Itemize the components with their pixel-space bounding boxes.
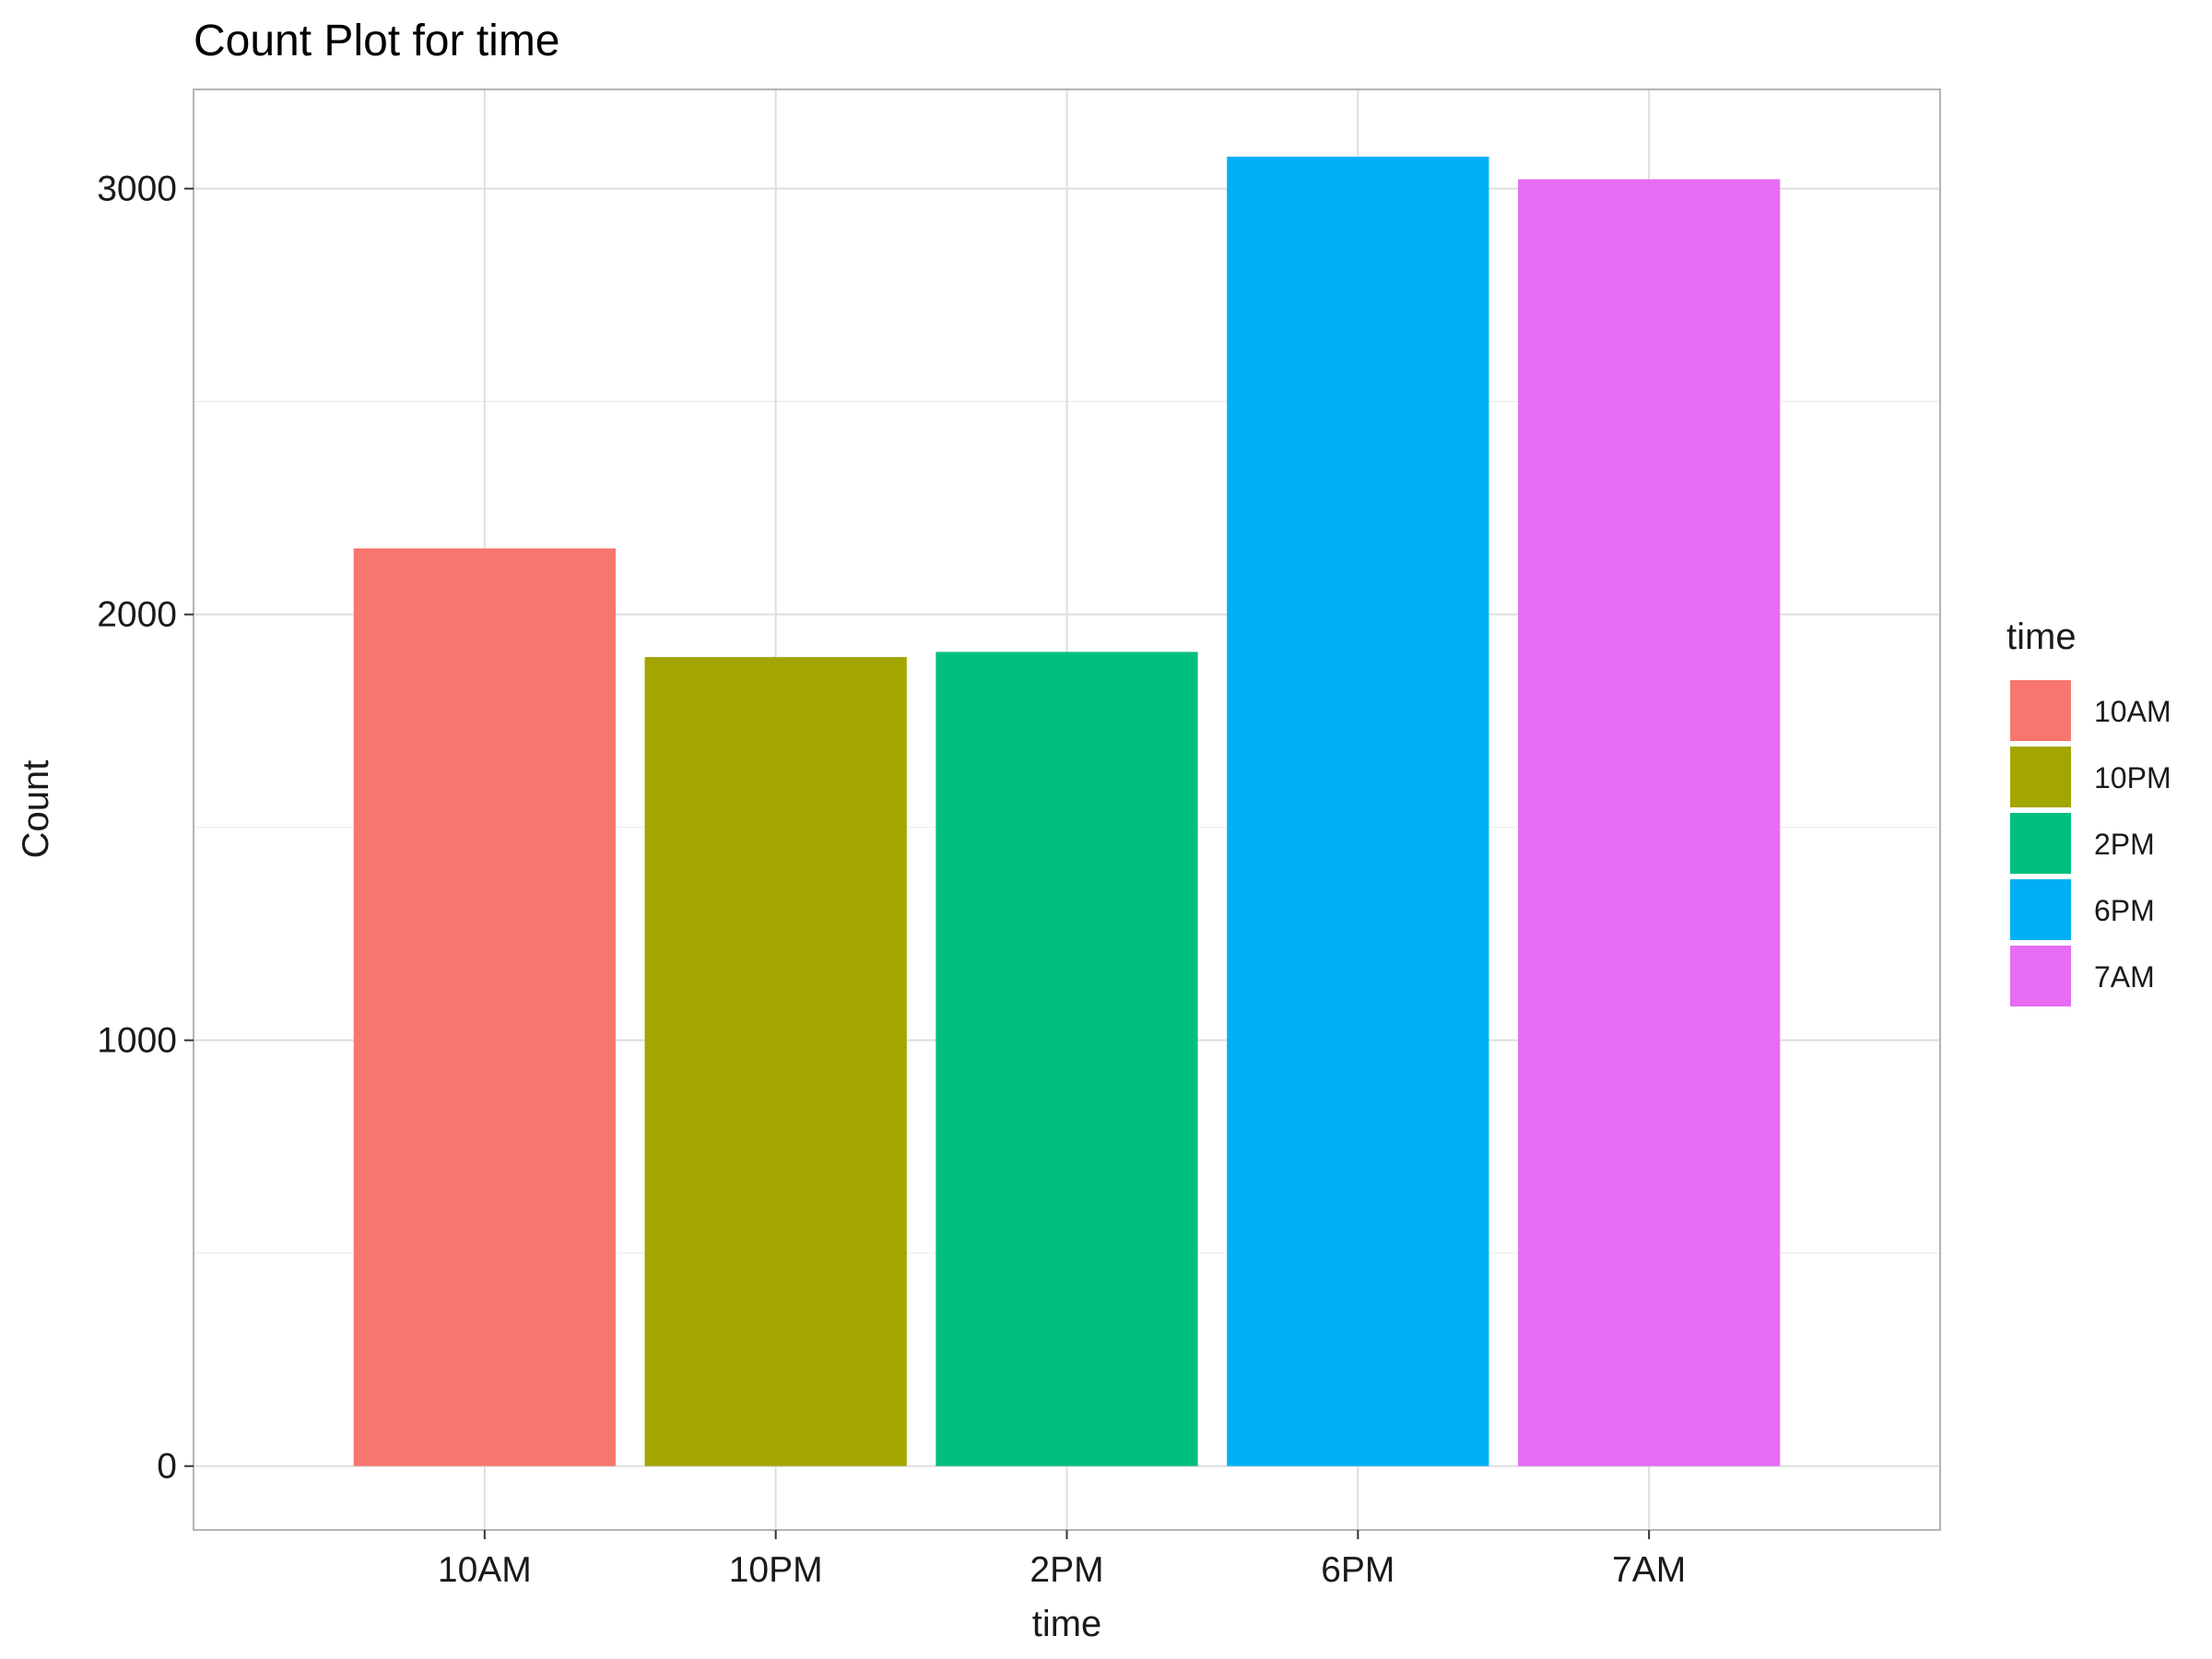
legend-key [2010, 813, 2071, 874]
legend-label: 10PM [2094, 761, 2171, 794]
x-tick-label: 10PM [729, 1550, 823, 1590]
bars [353, 156, 1781, 1466]
legend-label: 6PM [2094, 894, 2155, 927]
plot-panel [193, 88, 1941, 1531]
legend-label: 10AM [2094, 695, 2171, 728]
x-tick-label: 2PM [1030, 1550, 1103, 1590]
y-tick-label: 3000 [97, 170, 177, 209]
x-axis-title: time [1032, 1604, 1102, 1644]
bar-7am [1518, 179, 1781, 1466]
legend-items: 10AM 10PM 2PM 6PM 7AM [2010, 680, 2171, 1006]
legend-key [2010, 946, 2071, 1006]
x-tick-label: 10AM [438, 1550, 532, 1590]
bar-10am [353, 548, 616, 1466]
y-tick-label: 2000 [97, 595, 177, 635]
y-axis-title: Count [16, 760, 56, 859]
legend-key [2010, 879, 2071, 940]
legend-label: 7AM [2094, 960, 2155, 994]
bar-10pm [644, 656, 907, 1466]
legend-key [2010, 680, 2071, 741]
y-tick-label: 1000 [97, 1021, 177, 1061]
x-tick-label: 6PM [1321, 1550, 1394, 1590]
legend-key [2010, 747, 2071, 807]
x-axis: 10AM 10PM 2PM 6PM 7AM [438, 1530, 1686, 1590]
legend-title: time [2006, 617, 2077, 657]
y-axis: 0 1000 2000 3000 [97, 170, 194, 1487]
bar-2pm [935, 652, 1198, 1466]
legend: time 10AM 10PM 2PM 6PM 7AM [2006, 617, 2171, 1006]
chart-title: Count Plot for time [194, 17, 560, 65]
x-tick-label: 7AM [1612, 1550, 1686, 1590]
y-tick-label: 0 [157, 1447, 177, 1487]
legend-label: 2PM [2094, 828, 2155, 861]
bar-6pm [1227, 156, 1489, 1466]
